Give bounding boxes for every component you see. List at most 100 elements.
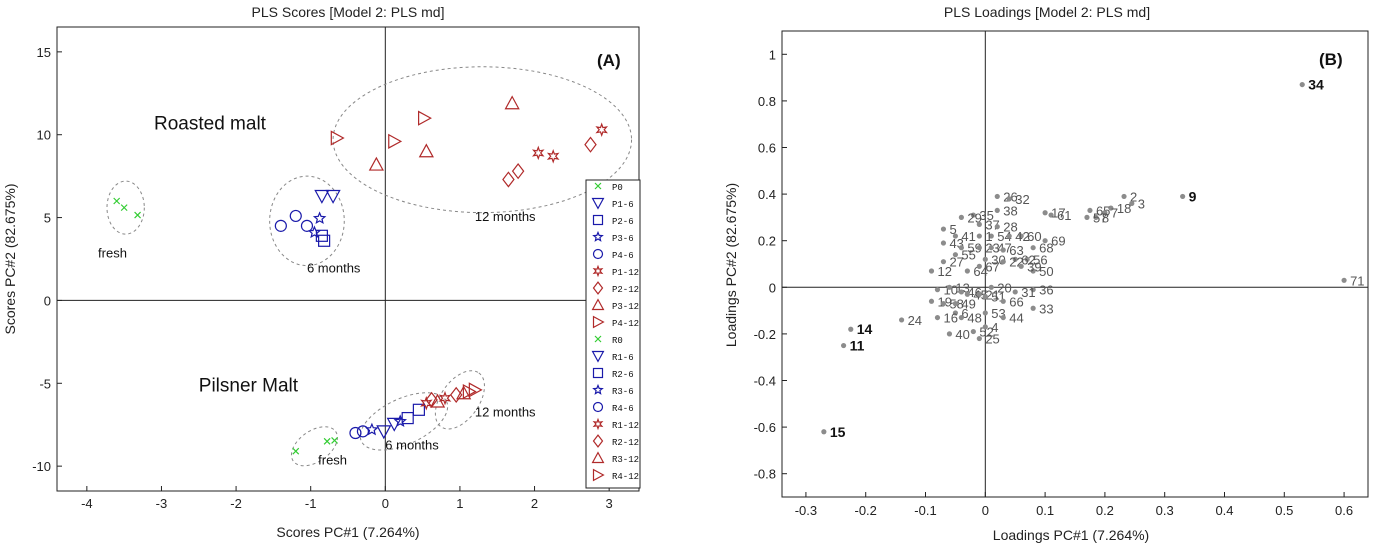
loading-point-12 [928, 268, 935, 274]
scores-point-r1-6 [325, 189, 341, 204]
loading-point-46 [958, 289, 964, 295]
legend-marker-r3-12 [591, 451, 605, 464]
scores-point-r3-12 [504, 95, 520, 110]
scores-annotation: fresh [98, 245, 127, 260]
legend-marker-p1-12 [592, 264, 604, 278]
scores-point-r1-12 [546, 149, 560, 164]
scores-annotation: 12 months [475, 209, 536, 224]
loading-label-60: 60 [1027, 229, 1041, 244]
loadings-x-tick-label: 0.1 [1036, 503, 1054, 518]
loading-point-22 [1000, 259, 1006, 265]
scores-point-p2-12 [449, 386, 463, 404]
loading-point-37 [976, 221, 982, 227]
loading-label-16: 16 [943, 311, 957, 326]
legend-entry-p4-6: P4-6 [612, 251, 634, 261]
legend-entry-p1-12: P1-12 [612, 268, 639, 278]
loading-point-34 [1299, 81, 1305, 88]
loading-point-18 [1108, 205, 1114, 211]
loading-label-36: 36 [1039, 283, 1053, 298]
loading-label-27: 27 [949, 255, 963, 270]
scores-y-tick-label: 0 [44, 293, 51, 308]
loading-point-30 [982, 256, 988, 262]
scores-point-r3-12 [418, 143, 434, 158]
loading-point-57 [1084, 214, 1090, 220]
scores-point-p1-12 [420, 396, 433, 411]
scores-point-r4-6 [274, 219, 287, 232]
loading-point-1 [976, 233, 982, 239]
scores-point-r2-12 [584, 136, 597, 153]
scores-point-p2-6 [412, 403, 425, 416]
loadings-panel-label: (B) [1319, 50, 1343, 69]
loadings-chart-title: PLS Loadings [Model 2: PLS md] [944, 4, 1150, 20]
legend-marker-r3-6 [592, 383, 604, 395]
legend-marker-r0 [594, 335, 602, 343]
loading-point-38 [994, 207, 1000, 214]
scores-point-r4-12 [388, 133, 403, 149]
legend-entry-r4-12: R4-12 [612, 472, 639, 482]
legend-marker-p1-6 [591, 197, 605, 210]
loading-label-14: 14 [857, 321, 873, 337]
loading-label-29: 29 [967, 210, 981, 225]
loading-point-26 [994, 193, 1000, 200]
loading-label-33: 33 [1039, 301, 1053, 316]
loadings-y-tick-label: -0.6 [754, 420, 776, 435]
loading-label-21: 21 [985, 287, 999, 302]
loading-point-42 [1006, 233, 1012, 239]
loading-point-27 [940, 259, 947, 265]
scores-x-tick-label: -3 [156, 496, 168, 511]
loadings-y-axis-label: Loadings PC#2 (82.675%) [723, 183, 739, 347]
loading-point-51 [982, 294, 988, 300]
scores-group-ellipses [106, 66, 633, 467]
loading-label-1: 1 [985, 229, 992, 244]
loadings-y-tick-label: 0.6 [758, 141, 776, 156]
legend-entry-r2-6: R2-6 [612, 370, 634, 380]
loading-label-57: 57 [1093, 210, 1107, 225]
loadings-y-tick-label: -0.2 [754, 327, 776, 342]
loading-point-40 [946, 331, 953, 337]
scores-point-p3-12 [456, 385, 472, 400]
loading-point-65 [1087, 207, 1093, 214]
loadings-x-tick-label: -0.3 [795, 503, 817, 518]
scores-y-axis-label: Scores PC#2 (82.675%) [2, 184, 18, 335]
loading-label-67: 67 [985, 259, 999, 274]
loadings-x-axis-label: Loadings PC#1 (7.264%) [993, 527, 1149, 543]
loading-point-17 [1042, 210, 1048, 216]
scores-point-p3-12 [429, 393, 446, 408]
loading-point-23 [976, 245, 982, 251]
legend-entry-r0: R0 [612, 336, 623, 346]
loading-point-6 [952, 310, 959, 316]
legend-entry-p3-6: P3-6 [612, 234, 634, 244]
legend-marker-p3-12 [591, 298, 605, 311]
loading-point-29 [958, 214, 964, 220]
loading-label-69: 69 [1051, 234, 1065, 249]
loading-point-69 [1042, 238, 1048, 244]
scores-x-tick-label: 2 [531, 496, 538, 511]
loading-point-59 [958, 245, 964, 251]
legend-entry-r3-6: R3-6 [612, 387, 634, 397]
scores-point-r4-12 [330, 130, 345, 146]
loading-point-5 [940, 226, 947, 232]
loading-point-63 [1000, 247, 1006, 253]
scores-annotation: 6 months [385, 438, 439, 453]
loading-point-53 [982, 310, 988, 316]
legend-marker-r4-6 [592, 401, 604, 413]
scores-point-r1-6 [314, 189, 330, 204]
loading-point-62 [1012, 256, 1018, 262]
loading-label-18: 18 [1117, 201, 1131, 216]
loading-point-41 [952, 233, 959, 239]
loading-label-68: 68 [1039, 241, 1053, 256]
scores-annotation: fresh [318, 452, 347, 467]
loading-point-32 [1006, 196, 1012, 202]
scores-point-p0 [292, 447, 300, 455]
legend-entry-p1-6: P1-6 [612, 200, 634, 210]
loading-label-50: 50 [1039, 264, 1053, 279]
loading-label-48: 48 [967, 311, 981, 326]
loading-point-48 [958, 314, 964, 321]
loadings-points: 3497114111523186578576117696860565062263… [821, 77, 1365, 440]
loading-label-4: 4 [991, 320, 998, 335]
loading-label-39: 39 [1027, 259, 1041, 274]
loading-label-61: 61 [1057, 208, 1071, 223]
loading-point-21 [976, 291, 982, 297]
loading-label-59: 59 [967, 241, 981, 256]
loadings-x-tick-label: 0.6 [1335, 503, 1353, 518]
